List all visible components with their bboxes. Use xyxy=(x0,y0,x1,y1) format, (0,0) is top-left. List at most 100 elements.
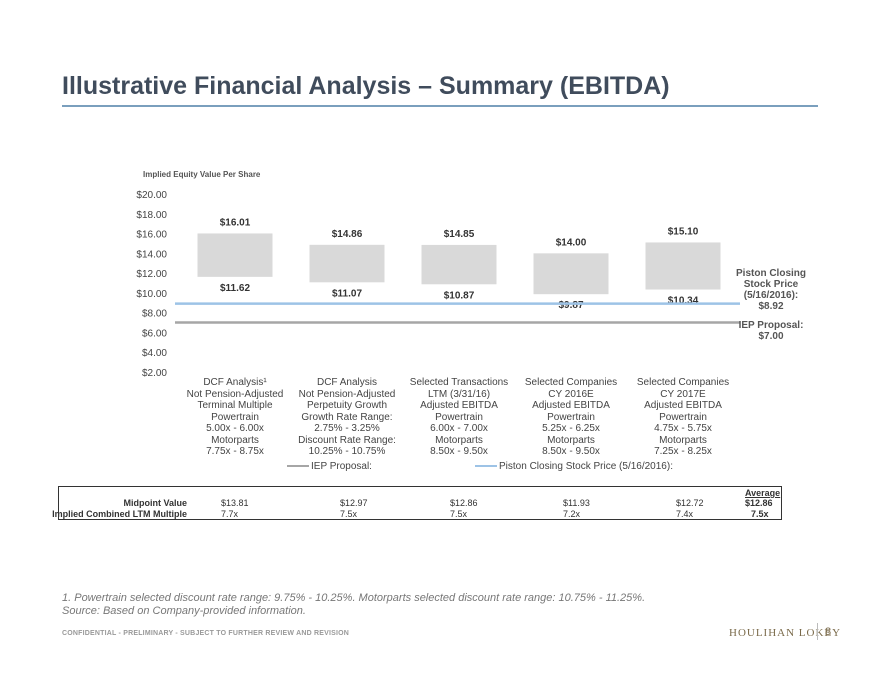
table-cell: 7.4x xyxy=(676,509,694,519)
title-divider xyxy=(62,105,818,107)
category-label-line: Motorparts xyxy=(435,434,483,446)
piston-price-label: Piston Closing xyxy=(736,268,806,279)
category-label-line: Perpetuity Growth xyxy=(306,400,388,411)
category-label-line: Selected Transactions xyxy=(409,377,509,388)
range-bar xyxy=(309,244,385,283)
table-cell: $11.93 xyxy=(563,498,590,508)
footnote-line-2: Source: Based on Company-provided inform… xyxy=(62,605,306,617)
piston-price-label: Stock Price xyxy=(744,279,799,290)
brand-logo: HOULIHAN LOKEY xyxy=(729,627,842,639)
bar-high-label: $15.10 xyxy=(668,226,699,237)
category-label-line: Not Pension-Adjusted xyxy=(298,388,396,400)
bar-low-label: $10.87 xyxy=(444,290,475,301)
category-label-line: CY 2017E xyxy=(660,388,706,400)
legend-iep: IEP Proposal: xyxy=(287,461,372,472)
category-label-line: Motorparts xyxy=(547,434,595,446)
piston-price-label: (5/16/2016): xyxy=(744,290,798,301)
table-cell: 7.2x xyxy=(563,509,581,519)
y-tick-label: $14.00 xyxy=(136,249,167,260)
category-label-line: 7.25x - 8.25x xyxy=(654,446,712,457)
y-tick-label: $4.00 xyxy=(142,348,167,359)
bar-low-label: $11.62 xyxy=(220,283,250,294)
table-row-label: Implied Combined LTM Multiple xyxy=(52,509,187,519)
category-label: DCF Analysis Not Pension-Adjusted Perpetui… xyxy=(291,377,403,458)
category-label: Selected Companies CY 2017E Adjusted EBITD… xyxy=(627,377,739,458)
category-label-line: Powertrain xyxy=(435,411,483,423)
category-label-line: Discount Rate Range: xyxy=(298,434,396,446)
y-tick-label: $10.00 xyxy=(136,289,167,300)
table-cell: $13.81 xyxy=(221,498,249,508)
legend-piston: Piston Closing Stock Price (5/16/2016): xyxy=(475,461,673,472)
category-label-line: LTM (3/31/16) xyxy=(427,388,491,400)
legend-piston-swatch xyxy=(475,465,497,468)
legend-iep-label: IEP Proposal: xyxy=(311,461,372,472)
category-label-line: 4.75x - 5.75x xyxy=(654,423,712,434)
iep-proposal-label: IEP Proposal: xyxy=(739,320,804,331)
category-label-line: Powertrain xyxy=(547,411,595,423)
y-tick-label: $2.00 xyxy=(142,368,167,379)
category-label-line: Motorparts xyxy=(659,434,707,446)
table-row-label: Midpoint Value xyxy=(123,498,187,508)
legend-piston-label: Piston Closing Stock Price (5/16/2016): xyxy=(499,461,673,472)
page-title: Illustrative Financial Analysis – Summar… xyxy=(62,72,670,100)
table-average-cell: 7.5x xyxy=(751,509,769,519)
table-cell: $12.72 xyxy=(676,498,704,508)
y-tick-label: $20.00 xyxy=(136,190,167,201)
table-cell: $12.86 xyxy=(450,498,478,508)
category-label-line: DCF Analysis¹ xyxy=(203,377,267,388)
category-label-line: DCF Analysis xyxy=(316,377,377,388)
category-label-line: Selected Companies xyxy=(636,377,730,388)
confidential-notice: CONFIDENTIAL - PRELIMINARY - SUBJECT TO … xyxy=(62,630,350,637)
brand-divider xyxy=(817,623,818,640)
bar-low-label: $9.87 xyxy=(558,300,583,311)
category-label-line: Powertrain xyxy=(211,411,259,423)
category-label-line: Growth Rate Range: xyxy=(301,411,393,423)
category-label-line: 5.00x - 6.00x xyxy=(206,423,264,434)
bar-high-label: $14.86 xyxy=(332,229,363,240)
category-label-line: 6.00x - 7.00x xyxy=(430,423,488,434)
football-field-chart: $20.00 $18.00 $16.00 $14.00 $12.00 $10.00 $8.0… xyxy=(136,190,806,379)
range-bar xyxy=(645,242,721,290)
table-average-cell: $12.86 xyxy=(745,498,773,508)
table-cell: $12.97 xyxy=(340,498,368,508)
table-cell: 7.5x xyxy=(450,509,468,519)
bar-low-label: $11.07 xyxy=(332,288,362,299)
category-label-line: Adjusted EBITDA xyxy=(420,400,498,411)
category-label-line: 8.50x - 9.50x xyxy=(542,446,600,457)
range-bar xyxy=(421,244,497,285)
category-label-line: CY 2016E xyxy=(548,388,594,400)
y-tick-label: $16.00 xyxy=(136,230,167,241)
bar-low-label: $10.34 xyxy=(668,296,699,307)
y-tick-label: $12.00 xyxy=(136,269,167,280)
category-label-line: Not Pension-Adjusted xyxy=(186,388,284,400)
category-label: Selected Companies CY 2016E Adjusted EBITD… xyxy=(515,377,627,458)
footnote-line-1: 1. Powertrain selected discount rate ran… xyxy=(62,592,646,604)
category-label-line: Terminal Multiple xyxy=(197,400,273,411)
category-label-line: Motorparts xyxy=(211,434,259,446)
category-label-line: 2.75% - 3.25% xyxy=(314,423,380,434)
category-label: Selected Transactions LTM (3/31/16) Adjust… xyxy=(403,377,515,458)
piston-price-label: $8.92 xyxy=(758,301,783,312)
category-label-line: Powertrain xyxy=(659,411,707,423)
bar-high-label: $16.01 xyxy=(220,217,251,228)
table-cell: 7.7x xyxy=(221,509,239,519)
range-bar xyxy=(197,233,273,277)
bar-high-label: $14.85 xyxy=(444,229,475,240)
category-label-line: Selected Companies xyxy=(524,377,618,388)
category-label-line: 8.50x - 9.50x xyxy=(430,446,488,457)
y-tick-label: $8.00 xyxy=(142,309,167,320)
iep-proposal-label: $7.00 xyxy=(758,331,783,342)
category-label-line: Adjusted EBITDA xyxy=(644,400,722,411)
range-bar xyxy=(533,253,609,295)
chart-subtitle: Implied Equity Value Per Share xyxy=(143,170,261,179)
table-cell: 7.5x xyxy=(340,509,358,519)
y-tick-label: $18.00 xyxy=(136,210,167,221)
y-tick-label: $6.00 xyxy=(142,328,167,339)
bar-high-label: $14.00 xyxy=(556,237,587,248)
legend-iep-swatch xyxy=(287,465,309,468)
footnote: 1. Powertrain selected discount rate ran… xyxy=(62,592,645,618)
category-label-line: 10.25% - 10.75% xyxy=(308,446,386,457)
page-number: 8 xyxy=(825,626,832,638)
category-label-line: Adjusted EBITDA xyxy=(532,400,610,411)
average-header: Average xyxy=(745,488,781,498)
